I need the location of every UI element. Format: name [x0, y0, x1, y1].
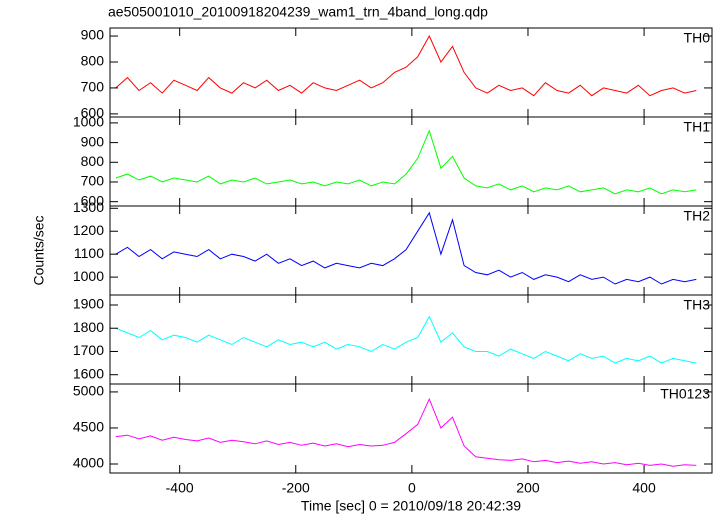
y-axis-label: Counts/sec [31, 215, 47, 285]
y-tick-label: 5000 [73, 383, 104, 399]
panel-label: TH3 [684, 297, 711, 313]
y-tick-label: 1000 [73, 114, 104, 130]
panel-label: TH1 [684, 119, 711, 135]
x-tick-label: 0 [408, 480, 416, 496]
y-tick-label: 900 [81, 133, 105, 149]
y-tick-label: 4500 [73, 419, 104, 435]
light-curve [115, 129, 697, 195]
y-tick-label: 1800 [73, 319, 104, 335]
panel-frame [109, 383, 713, 474]
y-tick-label: 1100 [74, 245, 104, 261]
panel-frame [109, 116, 713, 207]
light-curve [115, 315, 697, 364]
y-tick-label: 1900 [73, 296, 104, 312]
y-tick-label: 1700 [73, 342, 104, 358]
y-tick-label: 700 [81, 79, 105, 95]
panel-frame [109, 27, 713, 118]
x-tick-label: 400 [632, 480, 656, 496]
chart-title: ae505001010_20100918204239_wam1_trn_4ban… [108, 4, 488, 20]
y-tick-label: 1300 [73, 199, 104, 215]
light-curve [115, 211, 697, 285]
x-tick-label: -200 [282, 480, 310, 496]
y-tick-label: 800 [81, 153, 105, 169]
y-tick-label: 600 [81, 192, 105, 208]
x-axis-label: Time [sec] 0 = 2010/09/18 20:42:39 [301, 498, 521, 514]
y-tick-label: 1200 [73, 222, 104, 238]
y-tick-label: 700 [81, 173, 105, 189]
panel-frame [109, 294, 713, 385]
panel-label: TH2 [684, 208, 711, 224]
x-tick-label: -400 [166, 480, 194, 496]
x-tick-label: 200 [516, 480, 540, 496]
y-tick-label: 4000 [73, 455, 104, 471]
y-tick-label: 600 [81, 105, 105, 121]
y-tick-label: 1600 [73, 365, 104, 381]
y-tick-label: 1000 [73, 268, 104, 284]
y-tick-label: 900 [81, 27, 105, 43]
light-curve [115, 34, 697, 97]
light-curve [115, 397, 697, 467]
panel-label: TH0123 [660, 386, 710, 402]
panel-label: TH0 [684, 30, 711, 46]
y-tick-label: 800 [81, 53, 105, 69]
